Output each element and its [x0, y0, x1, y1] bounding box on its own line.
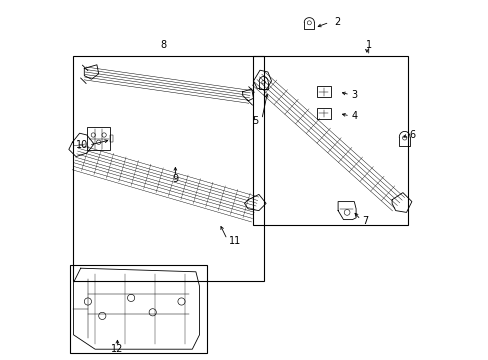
Bar [316, 86, 330, 97]
Text: 2: 2 [333, 17, 339, 27]
Text: 3: 3 [351, 90, 357, 100]
Text: 8: 8 [160, 40, 166, 50]
Bar [110, 135, 113, 142]
Bar [70, 265, 206, 353]
Bar [253, 56, 407, 225]
Bar [87, 127, 110, 150]
Text: 5: 5 [252, 116, 258, 126]
Bar [316, 108, 330, 119]
Text: 1: 1 [365, 40, 371, 50]
Text: 6: 6 [408, 130, 415, 140]
Text: 4: 4 [351, 111, 357, 121]
Bar [73, 56, 264, 281]
Text: 7: 7 [362, 216, 368, 226]
Text: 12: 12 [111, 344, 123, 354]
Text: 11: 11 [228, 236, 241, 246]
Text: 9: 9 [172, 174, 178, 184]
Text: 10: 10 [76, 140, 88, 150]
